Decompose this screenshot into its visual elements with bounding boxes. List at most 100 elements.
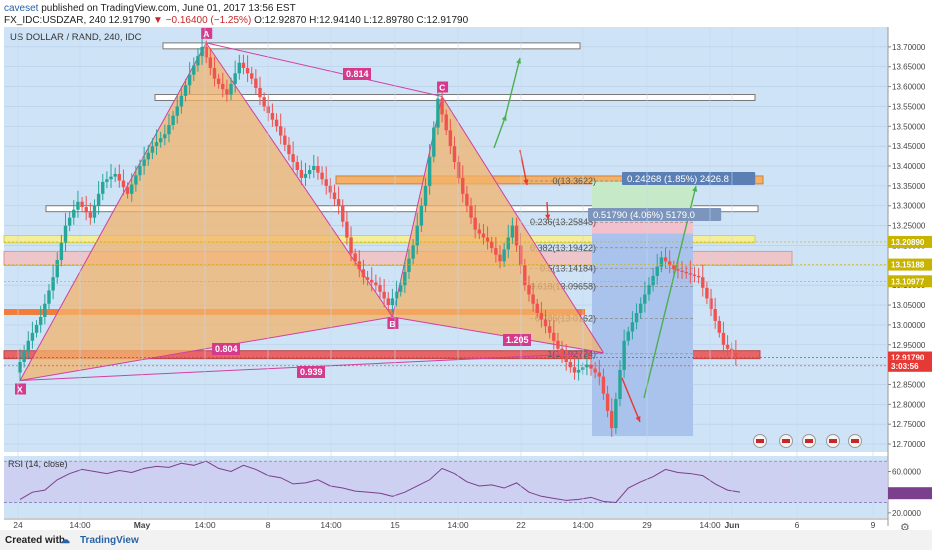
candle-body: [200, 46, 204, 57]
fib-label: 0.5(13.14184): [540, 264, 596, 274]
y-tick-label: 13.25000: [892, 222, 926, 231]
red-arrow-down-2-head: [545, 214, 551, 220]
candle-body: [622, 340, 626, 370]
brand-name[interactable]: TradingView: [80, 535, 139, 546]
pattern-xab: [20, 42, 393, 381]
candle-body: [490, 241, 494, 249]
y-tick-label: 13.65000: [892, 63, 926, 72]
candle-body: [564, 356, 568, 362]
candle-body: [357, 261, 362, 270]
candle-body: [576, 369, 581, 373]
candle-body: [365, 277, 370, 280]
x-tick-label: 15: [390, 520, 400, 530]
candle-body: [22, 351, 26, 362]
pattern-line: [206, 42, 443, 97]
candle-body: [407, 258, 411, 272]
point-label-bg: [437, 81, 449, 93]
y-tick-label: 13.05000: [892, 301, 926, 310]
candle-body: [568, 361, 573, 368]
candle-body: [158, 138, 163, 143]
x-tick-label: Jun: [724, 520, 739, 530]
candle-body: [597, 372, 602, 377]
candle-body: [469, 205, 473, 218]
publisher-user[interactable]: caveset: [4, 3, 39, 14]
candle-body: [233, 73, 237, 84]
rsi-value-bg: [888, 487, 932, 500]
y-tick-label: 13.55000: [892, 102, 926, 111]
x-tick-label: 6: [795, 520, 800, 530]
rsi-tick-label: 60.0000: [892, 468, 921, 477]
x-tick-label: May: [134, 520, 151, 530]
candle-body: [26, 340, 30, 352]
ratio-label: 0.814: [346, 69, 369, 79]
candle-body: [502, 249, 506, 262]
candle-body: [254, 78, 258, 88]
candle-body: [245, 68, 250, 74]
candle-body: [378, 285, 382, 292]
candle-body: [647, 285, 651, 295]
candle-body: [444, 114, 448, 131]
symbol-line: FX_IDC:USDZAR, 240 12.91790 ▼ −0.16400 (…: [4, 15, 468, 26]
candle-body: [461, 177, 465, 194]
candle-body: [655, 266, 659, 276]
candle-body: [295, 162, 299, 170]
ratio-label-bg: [297, 366, 325, 378]
pattern-line: [392, 316, 604, 354]
candle-body: [80, 201, 84, 208]
settings-gear-icon[interactable]: ⚙: [900, 522, 910, 530]
candle-body: [121, 180, 126, 188]
candle-body: [717, 320, 722, 333]
y-tick-label: 13.50000: [892, 122, 926, 131]
candle-body: [92, 205, 97, 218]
candle-body: [55, 260, 59, 278]
candle-body: [643, 294, 647, 304]
x-tick-label: 8: [266, 520, 271, 530]
candle-body: [734, 352, 738, 357]
candle-body: [216, 78, 221, 84]
y-tick-label: 13.60000: [892, 83, 926, 92]
candle-body: [38, 316, 43, 325]
candle-body: [130, 184, 134, 194]
candle-body: [34, 324, 39, 333]
candle-body: [30, 332, 35, 341]
y-tick-label: 12.85000: [892, 380, 926, 389]
candle-body: [386, 298, 390, 306]
measure-arrow-up: [643, 185, 697, 399]
candle-body: [585, 364, 589, 368]
candle-body: [283, 135, 287, 145]
candle-body: [241, 62, 246, 69]
candle-body: [59, 242, 64, 261]
candle-body: [634, 312, 639, 323]
ratio-label-bg: [343, 68, 371, 80]
ticker-line: FX_IDC:USDZAR, 240: [4, 15, 106, 26]
candle-body: [514, 225, 519, 246]
candle-body: [465, 193, 469, 206]
tradingview-logo-icon[interactable]: ☁: [60, 535, 70, 546]
candle-body: [440, 98, 444, 115]
candle-body: [498, 254, 502, 262]
candle-body: [701, 277, 705, 288]
candle-body: [560, 348, 564, 357]
green-arrow-up-2: [493, 114, 507, 149]
rsi-tick-label: 20.0000: [892, 509, 921, 518]
price-label-bg: [888, 258, 932, 271]
candle-body: [539, 312, 544, 320]
candle-body: [353, 253, 357, 262]
price-label: 13.20890: [891, 238, 925, 247]
candle-body: [336, 199, 341, 206]
ratio-label: 1.205: [506, 335, 529, 345]
candle-body: [705, 287, 709, 299]
candle-body: [535, 303, 539, 313]
candle-body: [47, 290, 51, 304]
price-change: ▼ −0.16400 (−1.25%): [152, 15, 252, 26]
x-tick-label: 9: [871, 520, 876, 530]
candle-body: [109, 176, 113, 180]
candle-body: [192, 65, 196, 75]
candle-body: [423, 185, 428, 206]
candle-body: [258, 87, 262, 98]
candle-body: [709, 298, 713, 310]
candle-body: [179, 95, 184, 107]
price-chart[interactable]: 0(13.3622) 0.236(13.25848) 0.382(13.19422)…: [0, 0, 932, 530]
candle-body: [485, 237, 490, 242]
candle-body: [448, 130, 453, 147]
